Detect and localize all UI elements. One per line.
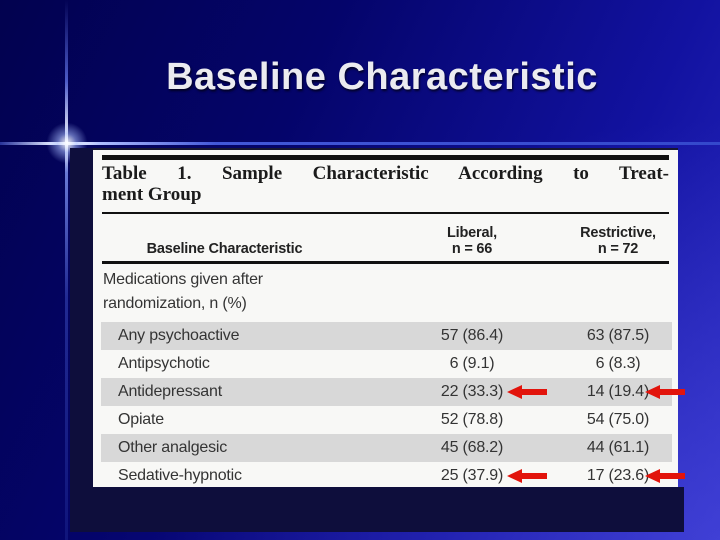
- restrictive-value: 6 (8.3): [595, 355, 641, 372]
- row-label: Other analgesic: [118, 439, 228, 456]
- decor-horizontal-line: [0, 142, 720, 145]
- red-arrow-icon: [507, 385, 547, 399]
- table-rows: Any psychoactive 57 (86.4) 63 (87.5) Antips…: [93, 322, 685, 490]
- header-body-rule: [102, 261, 669, 264]
- figure-dark-margin-bottom: [70, 487, 684, 532]
- column-header-liberal-label: Liberal,: [447, 225, 497, 241]
- restrictive-value: 17 (23.6): [586, 467, 650, 484]
- table-row: Any psychoactive 57 (86.4) 63 (87.5): [93, 322, 678, 350]
- row-label: Antipsychotic: [118, 355, 210, 372]
- column-header-restrictive: Restrictive, n = 72: [558, 225, 678, 257]
- journal-table: Table 1. Sample Characteristic According…: [93, 148, 685, 490]
- table-caption-line2: ment Group: [102, 184, 202, 205]
- liberal-value: 6 (9.1): [449, 355, 495, 372]
- row-label: Opiate: [118, 411, 164, 428]
- liberal-value: 57 (86.4): [440, 327, 504, 344]
- column-headers: Baseline Characteristic Liberal, n = 66 …: [93, 214, 678, 261]
- red-arrow-head: [645, 469, 660, 483]
- row-group-label: Medications given after randomization, n…: [93, 264, 678, 322]
- red-arrow-tail: [660, 389, 685, 395]
- slide-title: Baseline Characteristic: [166, 56, 598, 98]
- liberal-value: 25 (37.9): [440, 467, 504, 484]
- red-arrow-icon: [507, 469, 547, 483]
- table-row: Opiate 52 (78.8) 54 (75.0): [93, 406, 678, 434]
- figure-dark-margin-left: [70, 148, 93, 532]
- row-label: Sedative-hypnotic: [118, 467, 242, 484]
- column-header-baseline-characteristic: Baseline Characteristic: [146, 241, 303, 257]
- table-figure-image: Table 1. Sample Characteristic According…: [70, 148, 685, 532]
- restrictive-value: 14 (19.4): [586, 383, 650, 400]
- row-group-label-line1: Medications given after: [103, 271, 263, 288]
- liberal-value: 45 (68.2): [440, 439, 504, 456]
- restrictive-value: 63 (87.5): [586, 327, 650, 344]
- restrictive-value: 54 (75.0): [586, 411, 650, 428]
- red-arrow-icon: [645, 469, 685, 483]
- row-group-label-line2: randomization, n (%): [103, 295, 247, 312]
- row-label: Any psychoactive: [118, 327, 240, 344]
- table-row: Antidepressant 22 (33.3) 14 (19.4): [93, 378, 685, 406]
- column-header-restrictive-n: n = 72: [597, 241, 639, 257]
- liberal-value: 22 (33.3): [440, 383, 504, 400]
- column-header-restrictive-label: Restrictive,: [580, 225, 656, 241]
- red-arrow-icon: [645, 385, 685, 399]
- decor-vertical-line: [65, 0, 68, 540]
- table-row: Other analgesic 45 (68.2) 44 (61.1): [93, 434, 678, 462]
- column-header-liberal: Liberal, n = 66: [386, 225, 558, 257]
- row-label: Antidepressant: [118, 383, 222, 400]
- table-row: Antipsychotic 6 (9.1) 6 (8.3): [93, 350, 678, 378]
- caption-separator-rule: [102, 212, 669, 214]
- column-header-liberal-n: n = 66: [451, 241, 493, 257]
- restrictive-value: 44 (61.1): [586, 439, 650, 456]
- red-arrow-tail: [522, 389, 547, 395]
- red-arrow-head: [645, 385, 660, 399]
- liberal-value: 52 (78.8): [440, 411, 504, 428]
- red-arrow-head: [507, 469, 522, 483]
- table-top-rule: [102, 155, 669, 160]
- red-arrow-head: [507, 385, 522, 399]
- table-caption: Table 1. Sample Characteristic According…: [93, 163, 678, 205]
- red-arrow-tail: [660, 473, 685, 479]
- table-row: Sedative-hypnotic 25 (37.9) 17 (23.6): [93, 462, 685, 490]
- red-arrow-tail: [522, 473, 547, 479]
- table-caption-line1: Table 1. Sample Characteristic According…: [102, 163, 669, 184]
